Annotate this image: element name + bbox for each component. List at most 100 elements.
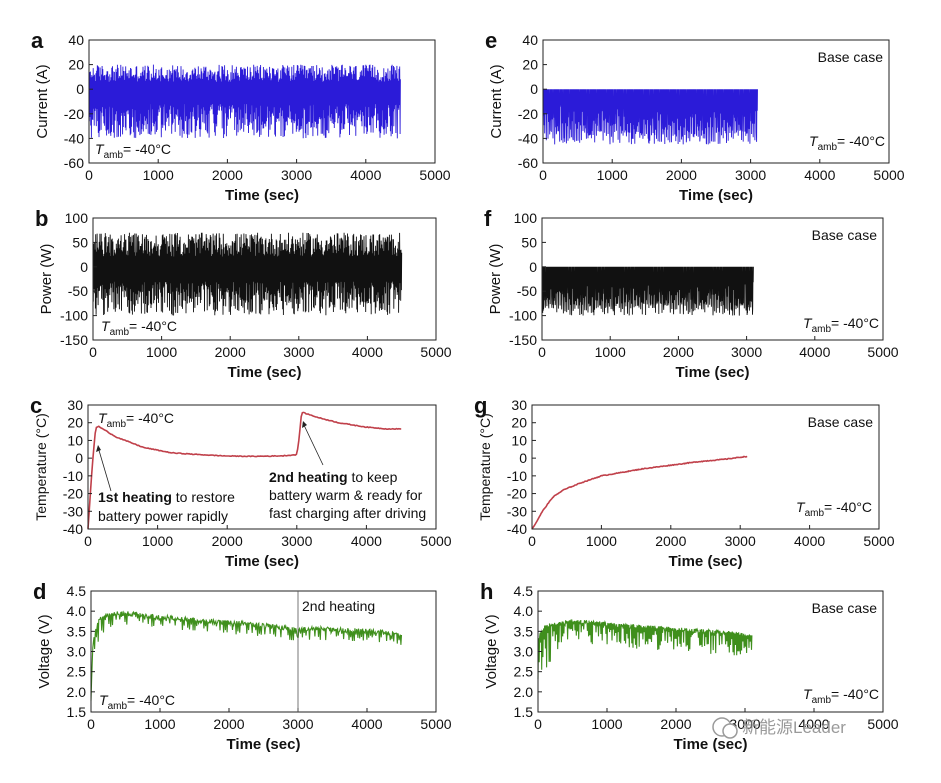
y-axis-label: Current (A) bbox=[488, 64, 505, 138]
panel-letter: d bbox=[33, 579, 46, 604]
plot-frame bbox=[87, 404, 437, 530]
x-tick-label: 0 bbox=[87, 716, 95, 732]
x-tick-label: 2000 bbox=[212, 533, 243, 549]
y-tick-label: 0 bbox=[519, 450, 527, 466]
x-tick-label: 3000 bbox=[281, 167, 312, 183]
y-tick-label: 40 bbox=[522, 32, 538, 48]
series-current bbox=[88, 64, 401, 139]
callout-1st-heating: 1st heating to restore bbox=[98, 489, 235, 505]
y-axis-label: Current (A) bbox=[34, 64, 51, 138]
y-tick-label: -40 bbox=[63, 521, 83, 537]
x-tick-label: 1000 bbox=[146, 344, 177, 360]
y-tick-label: 4.5 bbox=[67, 583, 87, 599]
y-tick-label: -100 bbox=[509, 308, 537, 324]
x-tick-label: 4000 bbox=[798, 716, 829, 732]
series-power bbox=[541, 266, 754, 316]
temperature-curve bbox=[531, 455, 748, 530]
x-tick-label: 0 bbox=[84, 533, 92, 549]
panel-letter: b bbox=[35, 206, 48, 231]
panel-letter: g bbox=[474, 393, 487, 418]
y-axis-label: Voltage (V) bbox=[36, 614, 53, 688]
tamb-annotation: Tamb= -40°C bbox=[796, 499, 872, 519]
x-tick-label: 5000 bbox=[420, 533, 451, 549]
x-tick-label: 3000 bbox=[735, 167, 766, 183]
x-tick-label: 2000 bbox=[215, 344, 246, 360]
y-tick-label: 0 bbox=[80, 259, 88, 275]
panel-letter: f bbox=[484, 206, 492, 231]
x-axis-label: Time (sec) bbox=[228, 364, 302, 381]
y-tick-label: 20 bbox=[511, 415, 527, 431]
x-axis-label: Time (sec) bbox=[225, 187, 299, 204]
panel-a: a 0 1000 2000 3000 4000 5000 -60 -40 -20 0 20 40 Time… bbox=[31, 28, 451, 204]
y-tick-label: -20 bbox=[63, 486, 83, 502]
x-axis-label: Time (sec) bbox=[679, 187, 753, 204]
series-temperature bbox=[531, 455, 748, 530]
y-tick-label: 10 bbox=[67, 432, 83, 448]
x-axis-label: Time (sec) bbox=[227, 736, 301, 753]
y-tick-label: 50 bbox=[521, 234, 537, 250]
y-tick-label: -60 bbox=[518, 155, 538, 171]
signal-trace bbox=[92, 232, 403, 316]
x-tick-label: 1000 bbox=[142, 533, 173, 549]
x-tick-label: 3000 bbox=[731, 344, 762, 360]
y-tick-label: 3.0 bbox=[514, 644, 534, 660]
y-tick-label: 2.5 bbox=[514, 664, 534, 680]
y-tick-label: 20 bbox=[68, 57, 84, 73]
callout-arrow-2 bbox=[302, 422, 324, 466]
x-tick-label: 5000 bbox=[419, 167, 450, 183]
x-tick-label: 2000 bbox=[660, 716, 691, 732]
voltage-curve bbox=[537, 619, 753, 680]
y-tick-label: 4.5 bbox=[514, 583, 534, 599]
x-tick-label: 3000 bbox=[725, 533, 756, 549]
y-tick-label: -10 bbox=[63, 468, 83, 484]
x-tick-label: 0 bbox=[85, 167, 93, 183]
x-tick-label: 2000 bbox=[213, 716, 244, 732]
tamb-annotation: Tamb= -40°C bbox=[99, 692, 175, 712]
callout-arrow-1 bbox=[97, 446, 112, 492]
callout-arrowhead-2 bbox=[302, 421, 307, 428]
x-tick-label: 4000 bbox=[794, 533, 825, 549]
y-tick-label: -20 bbox=[64, 106, 84, 122]
case-label: Base case bbox=[808, 414, 874, 430]
x-tick-label: 0 bbox=[539, 167, 547, 183]
series-voltage bbox=[537, 619, 753, 680]
panel-letter: h bbox=[480, 579, 493, 604]
tamb-annotation: Tamb= -40°C bbox=[809, 133, 885, 153]
x-tick-label: 2000 bbox=[212, 167, 243, 183]
x-tick-label: 5000 bbox=[867, 344, 898, 360]
y-tick-label: 20 bbox=[67, 415, 83, 431]
y-tick-label: 3.5 bbox=[514, 623, 534, 639]
tamb-annotation: Tamb= -40°C bbox=[803, 315, 879, 335]
y-tick-label: 50 bbox=[72, 234, 88, 250]
signal-trace bbox=[88, 64, 401, 139]
y-tick-label: -30 bbox=[507, 503, 527, 519]
y-tick-label: 4.0 bbox=[514, 603, 534, 619]
x-tick-label: 0 bbox=[534, 716, 542, 732]
x-tick-label: 3000 bbox=[281, 533, 312, 549]
x-tick-label: 4000 bbox=[351, 716, 382, 732]
signal-trace bbox=[541, 266, 754, 316]
x-tick-label: 2000 bbox=[666, 167, 697, 183]
y-axis-label: Power (W) bbox=[487, 244, 504, 315]
y-tick-label: 0 bbox=[530, 81, 538, 97]
x-tick-label: 0 bbox=[538, 344, 546, 360]
x-tick-label: 3000 bbox=[729, 716, 760, 732]
plot-frame bbox=[88, 39, 436, 164]
tamb-annotation: Tamb= -40°C bbox=[101, 318, 177, 338]
x-axis-label: Time (sec) bbox=[225, 553, 299, 570]
callout-2nd-heating: 2nd heating to keep bbox=[269, 469, 398, 485]
panel-e: e 0 1000 2000 3000 4000 5000 -60 -40 -20 0 20 40 Time… bbox=[485, 28, 905, 204]
series-current bbox=[542, 89, 758, 145]
y-tick-label: 20 bbox=[522, 57, 538, 73]
x-tick-label: 5000 bbox=[420, 344, 451, 360]
plot-frame bbox=[92, 217, 437, 341]
x-tick-label: 2000 bbox=[655, 533, 686, 549]
plot-frame bbox=[541, 217, 884, 341]
y-tick-label: -10 bbox=[507, 468, 527, 484]
x-axis-label: Time (sec) bbox=[669, 553, 743, 570]
tamb-annotation: Tamb= -40°C bbox=[803, 686, 879, 706]
y-tick-label: 0 bbox=[529, 259, 537, 275]
plot-frame bbox=[542, 39, 890, 164]
